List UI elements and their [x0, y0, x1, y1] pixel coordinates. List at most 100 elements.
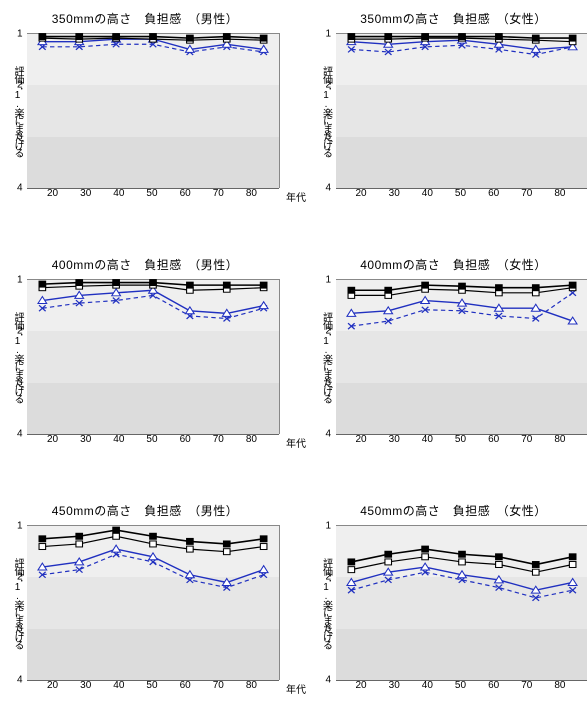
x-tick: 30 — [69, 188, 102, 206]
x-tick: 30 — [378, 680, 411, 698]
x-axis: 20304050607080年代 — [24, 188, 280, 206]
y-tick: 4 — [326, 183, 332, 194]
x-tick: 20 — [345, 434, 378, 452]
y-tick: 4 — [17, 429, 23, 440]
y-tick: 1 — [326, 521, 332, 532]
y-tick: 3 — [17, 131, 23, 142]
y-tick: 1 — [17, 29, 23, 40]
chart-panel: 400mmの高さ 負担感 （女性）評価：1.楽にまたげる123420304050… — [319, 256, 587, 452]
y-tick: 3 — [17, 377, 23, 388]
y-axis-label: 評価：1.楽にまたげる — [10, 279, 25, 434]
x-tick: 30 — [69, 434, 102, 452]
x-axis-label: 年代 — [286, 681, 306, 696]
plot-area: 1234 — [336, 525, 587, 680]
y-tick: 3 — [17, 623, 23, 634]
chart-panel: 450mmの高さ 負担感 （男性）評価：1.楽にまたげる123420304050… — [10, 502, 280, 698]
x-tick: 20 — [345, 680, 378, 698]
x-tick: 70 — [510, 434, 543, 452]
x-tick: 70 — [202, 434, 235, 452]
x-axis: 20304050607080年代 — [333, 680, 587, 698]
x-tick: 20 — [36, 188, 69, 206]
x-tick: 60 — [169, 434, 202, 452]
plot-area: 1234 — [336, 279, 587, 434]
x-tick: 70 — [202, 188, 235, 206]
chart-title: 400mmの高さ 負担感 （女性） — [319, 256, 587, 273]
y-tick: 2 — [326, 326, 332, 337]
x-tick: 50 — [135, 680, 168, 698]
y-axis-label: 評価：1.楽にまたげる — [10, 33, 25, 188]
chart-panel: 450mmの高さ 負担感 （女性）評価：1.楽にまたげる123420304050… — [319, 502, 587, 698]
x-tick: 80 — [543, 680, 576, 698]
x-tick: 40 — [102, 188, 135, 206]
x-axis-label: 年代 — [286, 189, 306, 204]
plot-area: 1234 — [27, 525, 280, 680]
x-tick: 60 — [477, 434, 510, 452]
x-tick: 40 — [102, 680, 135, 698]
x-axis: 20304050607080年代 — [333, 434, 587, 452]
chart-title: 350mmの高さ 負担感 （男性） — [10, 10, 280, 27]
chart-panel: 350mmの高さ 負担感 （女性）評価：1.楽にまたげる123420304050… — [319, 10, 587, 206]
x-tick: 50 — [135, 188, 168, 206]
y-tick: 1 — [326, 275, 332, 286]
x-tick: 30 — [69, 680, 102, 698]
x-tick: 80 — [543, 188, 576, 206]
x-tick: 70 — [510, 680, 543, 698]
y-axis-label: 評価：1.楽にまたげる — [319, 525, 334, 680]
x-tick: 20 — [36, 434, 69, 452]
y-tick: 2 — [17, 80, 23, 91]
x-tick: 40 — [411, 188, 444, 206]
y-tick: 2 — [326, 572, 332, 583]
x-tick: 50 — [444, 434, 477, 452]
plot-area: 1234 — [336, 33, 587, 188]
y-tick: 1 — [326, 29, 332, 40]
x-axis: 20304050607080年代 — [24, 680, 280, 698]
x-tick: 70 — [202, 680, 235, 698]
x-tick: 30 — [378, 434, 411, 452]
chart-title: 450mmの高さ 負担感 （男性） — [10, 502, 280, 519]
y-tick: 4 — [326, 429, 332, 440]
x-tick: 20 — [36, 680, 69, 698]
x-tick: 50 — [444, 680, 477, 698]
y-tick: 4 — [17, 675, 23, 686]
x-axis-label: 年代 — [286, 435, 306, 450]
x-tick: 50 — [135, 434, 168, 452]
x-axis: 20304050607080年代 — [333, 188, 587, 206]
y-axis-label: 評価：1.楽にまたげる — [10, 525, 25, 680]
x-tick: 80 — [543, 434, 576, 452]
y-tick: 1 — [17, 275, 23, 286]
y-axis-label: 評価：1.楽にまたげる — [319, 279, 334, 434]
chart-title: 450mmの高さ 負担感 （女性） — [319, 502, 587, 519]
y-tick: 4 — [326, 675, 332, 686]
x-tick: 60 — [477, 188, 510, 206]
y-tick: 3 — [326, 623, 332, 634]
plot-area: 1234 — [27, 33, 280, 188]
x-tick: 40 — [102, 434, 135, 452]
y-tick: 1 — [17, 521, 23, 532]
x-tick: 50 — [444, 188, 477, 206]
y-tick: 2 — [17, 572, 23, 583]
chart-title: 400mmの高さ 負担感 （男性） — [10, 256, 280, 273]
x-tick: 40 — [411, 434, 444, 452]
y-axis-label: 評価：1.楽にまたげる — [319, 33, 334, 188]
x-axis: 20304050607080年代 — [24, 434, 280, 452]
chart-title: 350mmの高さ 負担感 （女性） — [319, 10, 587, 27]
x-tick: 80 — [235, 680, 268, 698]
x-tick: 30 — [378, 188, 411, 206]
charts-grid: 350mmの高さ 負担感 （男性）評価：1.楽にまたげる123420304050… — [10, 10, 587, 698]
x-tick: 60 — [169, 188, 202, 206]
chart-panel: 400mmの高さ 負担感 （男性）評価：1.楽にまたげる123420304050… — [10, 256, 280, 452]
x-tick: 80 — [235, 434, 268, 452]
y-tick: 2 — [326, 80, 332, 91]
y-tick: 4 — [17, 183, 23, 194]
y-tick: 2 — [17, 326, 23, 337]
x-tick: 80 — [235, 188, 268, 206]
chart-panel: 350mmの高さ 負担感 （男性）評価：1.楽にまたげる123420304050… — [10, 10, 280, 206]
x-tick: 40 — [411, 680, 444, 698]
y-tick: 3 — [326, 131, 332, 142]
x-tick: 60 — [477, 680, 510, 698]
x-tick: 70 — [510, 188, 543, 206]
x-tick: 20 — [345, 188, 378, 206]
x-tick: 60 — [169, 680, 202, 698]
plot-area: 1234 — [27, 279, 280, 434]
y-tick: 3 — [326, 377, 332, 388]
